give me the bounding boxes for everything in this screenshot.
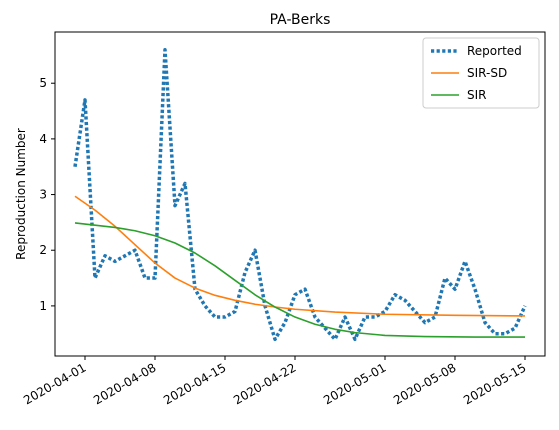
y-axis-label: Reproduction Number xyxy=(14,128,28,260)
legend-label-sir: SIR xyxy=(467,88,487,102)
chart-title: PA-Berks xyxy=(270,12,331,28)
y-tick-label: 5 xyxy=(39,76,47,90)
series-line-reported xyxy=(73,48,527,342)
series-line-sir xyxy=(74,222,525,338)
legend-label-reported: Reported xyxy=(467,44,522,58)
legend-label-sir-sd: SIR-SD xyxy=(467,66,507,80)
plot-frame xyxy=(54,31,546,357)
legend: Reported SIR-SD SIR xyxy=(422,37,540,109)
y-tick-label: 1 xyxy=(39,299,47,313)
y-tick-label: 4 xyxy=(39,132,47,146)
y-tick-label: 2 xyxy=(39,243,47,257)
plot-area xyxy=(73,48,527,342)
y-tick-label: 3 xyxy=(39,188,47,202)
series-line-sir-sd xyxy=(74,195,526,317)
legend-box xyxy=(422,37,540,109)
